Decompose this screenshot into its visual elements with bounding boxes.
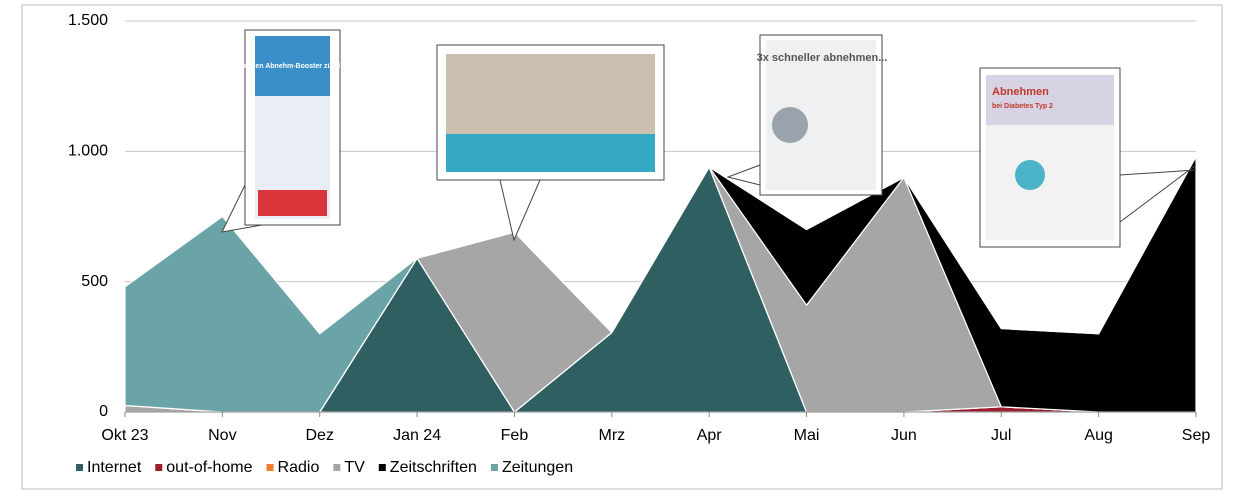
ad-image-part [255,36,330,96]
x-tick-label: Mai [794,427,820,444]
legend-swatch [333,464,341,471]
ad-text: Jetzt den Abnehm-Booster zünden! [233,63,351,70]
axes: 0 500 1.000 1.500 Okt 23 Nov Dez Jan 24 Feb Mrz Ap… [68,12,1210,444]
legend-label: Radio [278,459,320,476]
legend-swatch [76,464,83,471]
legend-label: Internet [87,459,142,476]
ad-text: Abnehmen [992,86,1049,98]
x-tick-label: Apr [697,427,723,444]
x-tick-label: Jul [991,427,1011,444]
legend-label: out-of-home [166,459,252,476]
x-tick-label: Okt 23 [101,427,148,444]
area [124,155,1197,413]
x-tick-label: Jan 24 [393,427,441,444]
areas [124,155,1197,413]
callout-pointer [1119,164,1197,223]
ad-image-part [1015,160,1045,190]
legend: Internet out-of-home Radio TV Zeitschriften Z… [76,459,573,476]
x-tick-label: Aug [1084,427,1112,444]
x-tick-label: Mrz [598,427,625,444]
y-tick-label: 500 [81,273,108,290]
ad-image-part [772,107,808,143]
legend-swatch [155,464,163,471]
legend-label: Zeitschriften [390,459,477,476]
y-tick-label: 1.000 [68,143,108,160]
legend-swatch [378,464,386,471]
x-tick-label: Jun [891,427,917,444]
x-tick-label: Feb [501,427,529,444]
y-tick-label: 1.500 [68,12,108,29]
x-tick-label: Dez [306,427,334,444]
ad-image-part [986,75,1114,125]
x-tick-label: Nov [208,427,236,444]
ad-text: bei Diabetes Typ 2 [992,103,1053,110]
ad-image-part [446,134,655,172]
callout-pointer [1119,169,1197,176]
callouts: Jetzt den Abnehm-Booster zünden! 3x schn… [221,29,1197,248]
legend-label: Zeitungen [502,459,573,476]
x-tick-label: Sep [1182,427,1211,444]
legend-swatch [490,464,498,471]
ad-image-part [258,190,327,216]
ad-text: 3x schneller abnehmen... [757,52,888,64]
legend-swatch [266,464,274,471]
y-tick-label: 0 [99,403,108,420]
legend-label: TV [344,459,365,476]
